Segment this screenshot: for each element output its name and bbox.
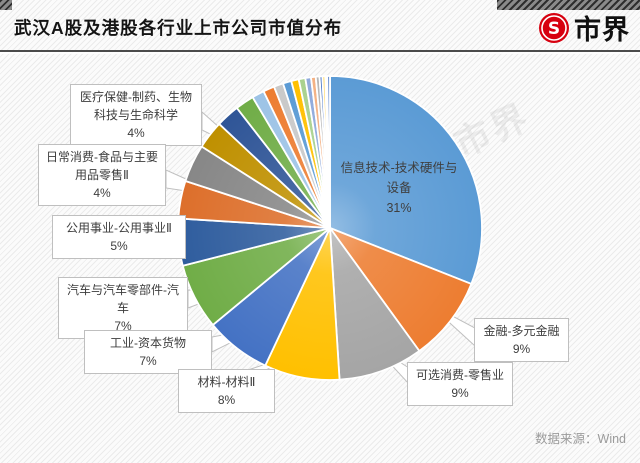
- header-divider: [0, 50, 640, 52]
- callout-financials: 金融-多元金融 9%: [474, 318, 569, 362]
- callout-utilities: 公用事业-公用事业Ⅱ 5%: [52, 215, 186, 259]
- shijie-logo: S 市界: [538, 8, 630, 47]
- pie-inside-label: 信息技术-技术硬件与 设备 31%: [340, 161, 458, 215]
- callout-industrials: 工业-资本货物 7%: [84, 330, 212, 374]
- callout-materials: 材料-材料Ⅱ 8%: [178, 369, 275, 413]
- data-source: 数据来源：Wind: [535, 432, 626, 446]
- callout-consumer-staples: 日常消费-食品与主要 用品零售Ⅱ 4%: [38, 144, 166, 206]
- pie-chart-area: 市界 市界 信息技术-技术硬件与 设备 31% 医疗保健-制药、生物 科技与生命…: [0, 52, 640, 463]
- shijie-logo-icon: S: [539, 12, 569, 43]
- callout-autos: 汽车与汽车零部件-汽 车 7%: [58, 277, 188, 339]
- svg-text:S: S: [548, 19, 560, 39]
- top-edge-decoration-left: [0, 0, 12, 10]
- top-edge-decoration-right: [497, 0, 640, 10]
- page-title: 武汉A股及港股各行业上市公司市值分布: [14, 18, 343, 38]
- callout-healthcare: 医疗保健-制药、生物 科技与生命科学 4%: [70, 84, 202, 146]
- shijie-logo-text: 市界: [574, 15, 630, 45]
- callout-consumer-disc: 可选消费-零售业 9%: [407, 362, 513, 406]
- header: 武汉A股及港股各行业上市公司市值分布 S 市界: [0, 0, 640, 50]
